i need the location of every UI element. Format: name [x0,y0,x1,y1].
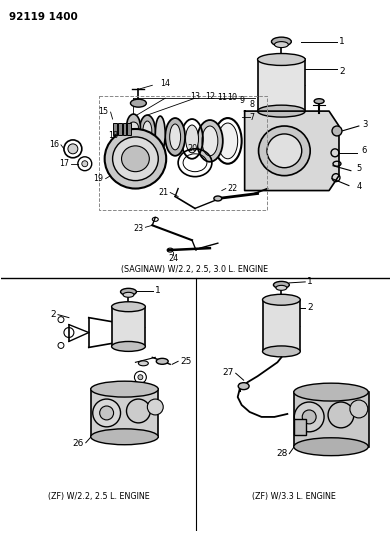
Circle shape [129,122,138,132]
Ellipse shape [127,114,140,140]
Text: 11: 11 [217,93,227,102]
Circle shape [100,406,114,420]
Bar [122,123,127,135]
Text: (ZF) W/2.2, 2.5 L. ENGINE: (ZF) W/2.2, 2.5 L. ENGINE [48,492,150,501]
Ellipse shape [111,302,145,312]
Bar [91,389,158,437]
Ellipse shape [197,120,223,161]
Circle shape [350,400,368,418]
Circle shape [302,410,316,424]
Text: 9: 9 [239,96,244,104]
Ellipse shape [314,99,324,103]
Circle shape [93,399,120,427]
Text: 19: 19 [93,174,104,183]
Text: 27: 27 [222,368,234,377]
Ellipse shape [274,42,288,47]
Bar [258,60,305,111]
Ellipse shape [186,125,199,153]
Text: 6: 6 [362,147,367,155]
Circle shape [332,126,342,136]
Bar [294,419,306,435]
Ellipse shape [165,118,185,156]
Text: 21: 21 [158,188,168,197]
Text: 2: 2 [50,310,56,319]
Text: 2: 2 [307,303,313,312]
Text: 17: 17 [59,159,69,168]
Ellipse shape [258,53,305,66]
Ellipse shape [170,124,181,150]
Text: 18: 18 [109,132,118,140]
Ellipse shape [294,438,368,456]
Ellipse shape [120,288,136,295]
Bar [99,96,267,211]
Ellipse shape [155,116,165,152]
Ellipse shape [123,292,134,297]
Text: 16: 16 [49,140,59,149]
Circle shape [138,375,143,379]
Ellipse shape [111,342,145,351]
Circle shape [68,144,78,154]
Bar [262,300,300,351]
Text: 25: 25 [180,357,192,366]
Text: 1: 1 [339,37,345,46]
Text: 92119 1400: 92119 1400 [9,12,78,22]
Text: 7: 7 [249,112,254,122]
Ellipse shape [276,285,287,290]
Ellipse shape [140,115,155,147]
Bar [111,306,145,346]
Text: 28: 28 [276,449,287,458]
Text: 4: 4 [357,182,362,191]
Text: 3: 3 [362,119,367,128]
Text: (SAGINAW) W/2.2, 2.5, 3.0 L. ENGINE: (SAGINAW) W/2.2, 2.5, 3.0 L. ENGINE [122,265,269,274]
Ellipse shape [202,126,218,156]
Ellipse shape [91,429,158,445]
Bar [118,123,122,135]
Ellipse shape [273,281,289,288]
Text: 22: 22 [228,184,238,193]
Ellipse shape [143,121,152,141]
Ellipse shape [105,129,166,189]
Text: 2: 2 [339,67,344,76]
Bar [113,123,117,135]
Circle shape [127,399,150,423]
Ellipse shape [113,137,158,181]
Ellipse shape [131,99,146,107]
Circle shape [328,402,354,428]
Ellipse shape [258,126,310,176]
Ellipse shape [258,105,305,117]
Text: 23: 23 [133,224,143,233]
Ellipse shape [262,294,300,305]
Polygon shape [245,111,339,190]
Ellipse shape [214,196,222,201]
Text: 14: 14 [160,79,170,88]
Ellipse shape [91,381,158,397]
Bar [127,123,131,135]
Ellipse shape [138,361,148,366]
Text: 1: 1 [307,277,313,286]
Ellipse shape [271,37,291,46]
Circle shape [147,399,163,415]
Text: 10: 10 [227,93,237,102]
Text: 24: 24 [168,254,178,263]
Ellipse shape [122,146,149,172]
Text: 15: 15 [99,107,109,116]
Ellipse shape [238,383,249,390]
Text: (ZF) W/3.3 L. ENGINE: (ZF) W/3.3 L. ENGINE [252,492,336,501]
Ellipse shape [267,134,302,168]
Ellipse shape [156,358,168,364]
Text: 5: 5 [357,164,362,173]
Text: 13: 13 [190,92,200,101]
Text: 1: 1 [155,286,161,295]
Text: 8: 8 [249,100,254,109]
Circle shape [294,402,324,432]
Bar [294,392,369,447]
Text: 26: 26 [72,439,84,448]
Ellipse shape [218,123,238,159]
Circle shape [82,161,88,167]
Ellipse shape [294,383,368,401]
Text: 12: 12 [205,92,215,101]
Text: 20: 20 [187,144,197,154]
Ellipse shape [262,346,300,357]
